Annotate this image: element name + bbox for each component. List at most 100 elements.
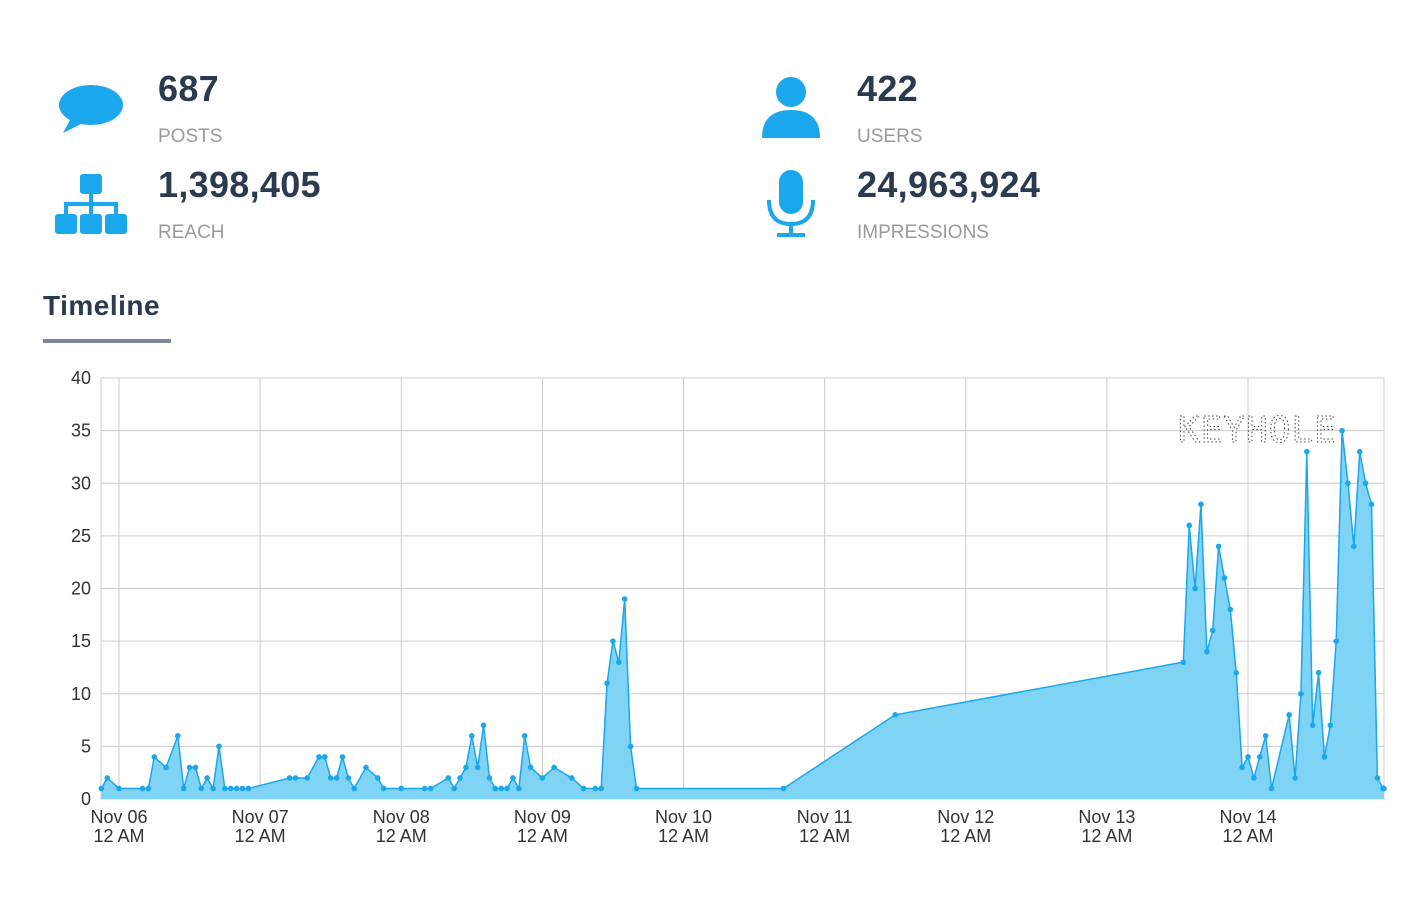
data-point [363,764,369,771]
timeline-title: Timeline [43,290,161,321]
x-tick-label-time: 12 AM [799,826,850,846]
posts-label: POSTS [158,126,223,147]
posts-value: 687 [158,68,219,109]
data-point [486,775,493,781]
data-point [1227,606,1234,613]
y-tick-label: 35 [71,421,91,441]
data-point [1351,543,1357,550]
data-point [1209,627,1216,634]
data-point [292,775,299,781]
data-point [504,785,510,792]
x-tick-label-date: Nov 12 [937,807,994,827]
users-label: USERS [857,126,923,147]
data-point [492,785,499,792]
data-point [398,785,405,792]
data-point [351,785,358,792]
data-point [892,712,898,718]
y-tick-label: 15 [71,631,91,651]
y-tick-label: 20 [71,579,91,599]
data-point [322,754,328,760]
data-point [1381,785,1387,792]
data-point [151,754,158,760]
speech-bubble-icon [59,85,123,133]
data-point [1304,448,1310,455]
data-point [1292,775,1298,781]
data-point [1339,427,1345,434]
data-point [316,754,322,760]
data-point [1286,712,1292,718]
data-point [204,775,211,781]
data-point [216,743,222,750]
data-point [286,775,293,781]
data-point [1262,733,1269,739]
data-point [598,785,604,792]
data-point [1368,501,1375,508]
data-point [233,785,240,792]
data-point [1345,480,1351,487]
data-point [469,733,475,739]
data-point [175,733,181,739]
data-point [104,775,111,781]
data-point [1298,690,1304,697]
data-point [1321,754,1328,760]
x-tick-label-date: Nov 09 [514,807,571,827]
x-tick-label-date: Nov 14 [1219,807,1276,827]
data-point [327,775,334,781]
data-point [539,775,546,781]
microphone-icon [767,170,815,237]
reach-value: 1,398,405 [158,164,321,205]
data-point [516,785,522,792]
data-point [380,785,387,792]
data-point [1233,669,1240,676]
data-point [1245,754,1251,760]
chart-area-series [100,430,1384,799]
x-tick-label-time: 12 AM [658,826,709,846]
x-tick-label-time: 12 AM [376,826,427,846]
data-point [192,764,199,771]
data-point [1186,522,1192,529]
y-tick-label: 10 [71,684,91,704]
data-point [480,722,487,729]
data-point [621,596,628,602]
hierarchy-icon [55,174,127,234]
y-tick-label: 30 [71,473,91,493]
data-point [457,775,463,781]
data-point [1221,575,1228,581]
y-tick-label: 25 [71,526,91,546]
data-point [339,754,346,760]
data-point [474,764,481,771]
data-point [227,785,234,792]
data-point [1333,638,1340,644]
series-area-fill [101,430,1384,799]
data-point [451,785,457,792]
data-point [1374,775,1381,781]
x-tick-label-time: 12 AM [1222,826,1273,846]
data-point [521,733,528,739]
data-point [1251,775,1257,781]
y-tick-label: 40 [71,368,91,388]
y-tick-label: 5 [81,736,91,756]
data-point [116,785,122,792]
y-axis-ticks: 0 5 10 15 20 25 30 35 40 [71,368,91,809]
data-point [222,785,228,792]
x-tick-label-date: Nov 11 [797,807,853,827]
data-point [427,785,434,792]
data-point [1327,722,1334,729]
x-tick-label-time: 12 AM [93,826,144,846]
x-tick-label-time: 12 AM [235,826,286,846]
data-point [180,785,187,792]
data-point [163,764,169,771]
data-point [1192,585,1198,592]
data-point [1356,448,1363,455]
users-value: 422 [857,68,918,109]
data-point [186,764,193,771]
data-point [210,785,216,792]
data-point [304,775,310,781]
data-point [1309,722,1316,729]
keyhole-watermark: KEYHOLE [1178,410,1337,451]
data-point [1268,785,1275,792]
impressions-value: 24,963,924 [857,164,1041,205]
x-tick-label-time: 12 AM [940,826,991,846]
data-point [604,680,610,687]
